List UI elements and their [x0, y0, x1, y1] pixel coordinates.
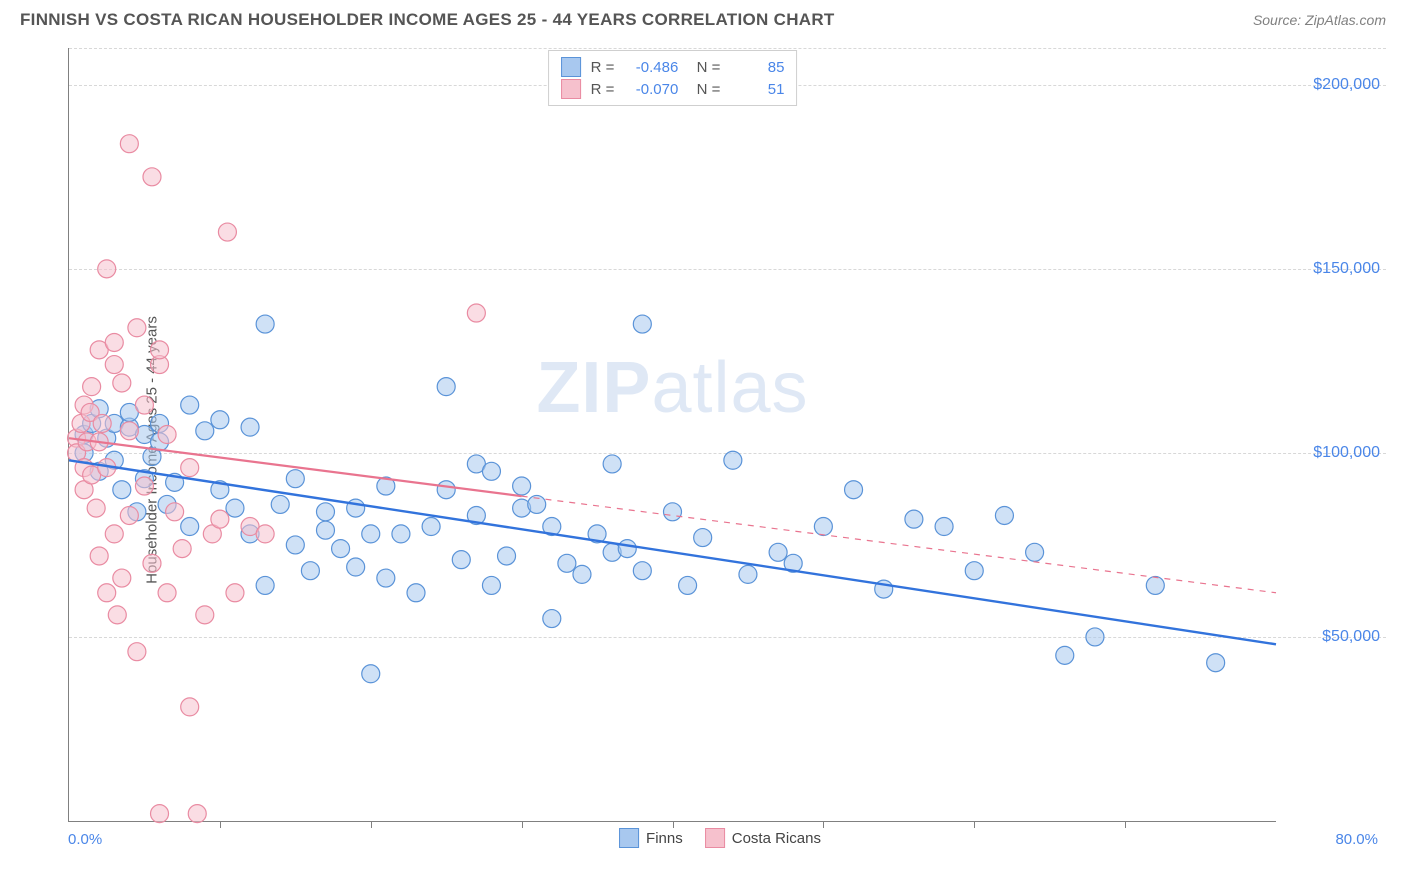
- chart-title: FINNISH VS COSTA RICAN HOUSEHOLDER INCOM…: [20, 10, 835, 30]
- y-tick-label: $100,000: [1313, 444, 1380, 462]
- x-axis-min-label: 0.0%: [68, 831, 102, 848]
- legend-swatch: [561, 57, 581, 77]
- trend-line-extrapolated: [522, 496, 1276, 593]
- x-tick: [522, 821, 523, 828]
- legend-swatch: [619, 828, 639, 848]
- trend-line: [69, 460, 1276, 644]
- legend-stat-row: R =-0.070 N =51: [561, 78, 785, 100]
- x-tick: [1125, 821, 1126, 828]
- n-value: 51: [730, 81, 784, 98]
- trend-line: [69, 438, 522, 496]
- plot-region: ZIPatlas R =-0.486 N =85R =-0.070 N =51 …: [68, 48, 1276, 822]
- x-tick: [823, 821, 824, 828]
- legend-swatch: [561, 79, 581, 99]
- x-tick: [974, 821, 975, 828]
- trendline-layer: [69, 48, 1276, 821]
- legend-stat-row: R =-0.486 N =85: [561, 56, 785, 78]
- r-value: -0.070: [624, 81, 678, 98]
- n-value: 85: [730, 59, 784, 76]
- correlation-legend: R =-0.486 N =85R =-0.070 N =51: [548, 50, 798, 106]
- source-attribution: Source: ZipAtlas.com: [1253, 12, 1386, 28]
- y-tick-label: $50,000: [1322, 628, 1380, 646]
- legend-label: Finns: [646, 830, 683, 847]
- legend-label: Costa Ricans: [732, 830, 821, 847]
- x-tick: [220, 821, 221, 828]
- r-value: -0.486: [624, 59, 678, 76]
- y-tick-label: $200,000: [1313, 76, 1380, 94]
- legend-swatch: [705, 828, 725, 848]
- chart-area: Householder Income Ages 25 - 44 years ZI…: [54, 48, 1386, 852]
- x-axis-max-label: 80.0%: [1335, 831, 1378, 848]
- x-tick: [371, 821, 372, 828]
- legend-item: Costa Ricans: [705, 828, 821, 848]
- y-tick-label: $150,000: [1313, 260, 1380, 278]
- legend-item: Finns: [619, 828, 683, 848]
- series-legend: Finns Costa Ricans: [619, 828, 821, 848]
- x-tick: [673, 821, 674, 828]
